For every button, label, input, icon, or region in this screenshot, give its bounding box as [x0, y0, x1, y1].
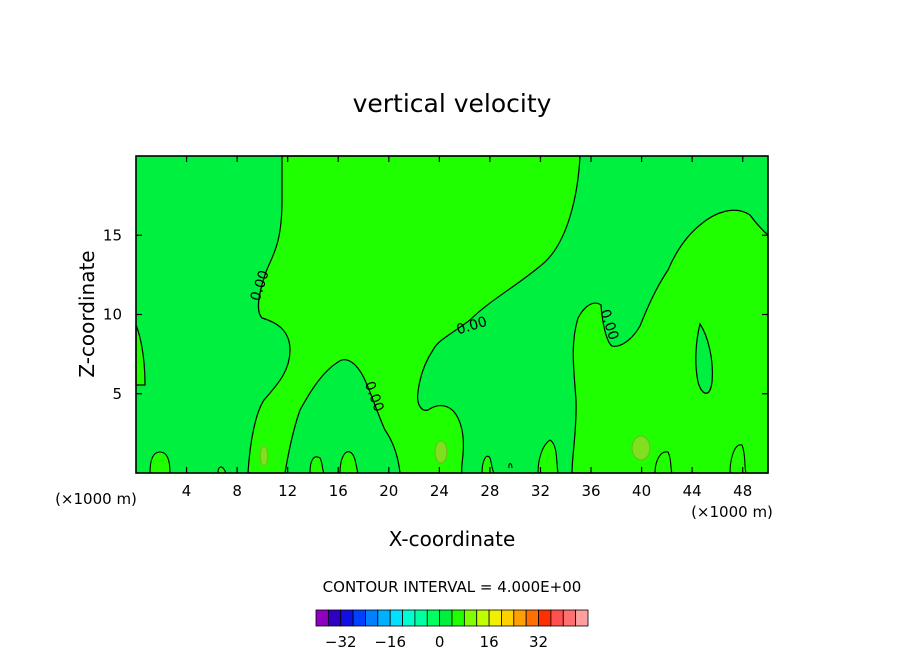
colorbar-swatch [550, 609, 564, 627]
colorbar-tick-label: 32 [529, 633, 548, 651]
x-tick-label: 20 [379, 482, 398, 500]
tiny-contour [508, 463, 513, 469]
colorbar-swatch [340, 609, 354, 627]
colorbar-tick-label: −16 [374, 633, 406, 651]
colorbar-swatch [513, 609, 527, 627]
strong-spot-2 [434, 440, 448, 464]
x-tick-label: 48 [733, 482, 752, 500]
y-tick-label: 5 [112, 385, 122, 403]
colorbar-swatch [488, 609, 502, 627]
colorbar-swatch [463, 609, 478, 627]
colorbar-swatch [538, 609, 552, 627]
colorbar-swatch [525, 609, 539, 627]
x-tick-label: 8 [232, 482, 242, 500]
colorbar-swatch [389, 609, 403, 627]
positive-region-left-edge [135, 324, 146, 386]
colorbar-swatch [426, 609, 441, 627]
y-tick-label: 10 [103, 306, 122, 324]
positive-region-central [247, 155, 581, 474]
strong-spot-1 [259, 445, 269, 467]
colorbar-swatch [352, 609, 366, 627]
x-tick-label: 40 [632, 482, 651, 500]
strong-spot-3 [631, 435, 651, 461]
surface-bumps [149, 439, 747, 474]
colorbar [315, 609, 589, 627]
colorbar-swatch [414, 609, 428, 627]
x-tick-label: 36 [581, 482, 600, 500]
colorbar-swatch [562, 609, 577, 627]
y-tick-label: 15 [103, 226, 122, 244]
colorbar-swatch [377, 609, 391, 627]
x-tick-label: 32 [531, 482, 550, 500]
y-axis-label: Z-coordinate [75, 250, 99, 377]
contour-interval-text: CONTOUR INTERVAL = 4.000E+00 [323, 578, 582, 596]
colorbar-swatch [315, 609, 329, 627]
colorbar-swatch [327, 609, 342, 627]
colorbar-swatch [501, 609, 515, 627]
colorbar-labels: −32 −16 0 16 32 [325, 633, 548, 651]
colorbar-tick-label: −32 [325, 633, 357, 651]
colorbar-swatch [402, 609, 416, 627]
x-tick-label: 12 [278, 482, 297, 500]
x-unit-right: (×1000 m) [691, 503, 773, 521]
colorbar-swatch [365, 609, 379, 627]
x-axis-label: X-coordinate [389, 527, 516, 551]
x-unit-left: (×1000 m) [55, 490, 137, 508]
positive-region-right [571, 209, 769, 474]
colorbar-swatch [476, 609, 490, 627]
x-tick-label: 16 [329, 482, 348, 500]
x-tick-label: 44 [683, 482, 702, 500]
y-axis: 5 10 15 [103, 226, 768, 403]
x-tick-label: 24 [430, 482, 449, 500]
colorbar-tick-label: 0 [435, 633, 445, 651]
colorbar-swatch [575, 609, 589, 627]
colorbar-tick-label: 16 [480, 633, 499, 651]
negative-pocket-right [695, 322, 713, 394]
x-axis: 4 8 12 16 20 24 28 32 36 40 44 48 [182, 156, 752, 500]
chart-title: vertical velocity [353, 89, 552, 118]
x-tick-label: 4 [182, 482, 192, 500]
plot-area [135, 155, 769, 474]
colorbar-swatch [451, 609, 465, 627]
colorbar-swatch [439, 609, 453, 627]
x-tick-label: 28 [480, 482, 499, 500]
